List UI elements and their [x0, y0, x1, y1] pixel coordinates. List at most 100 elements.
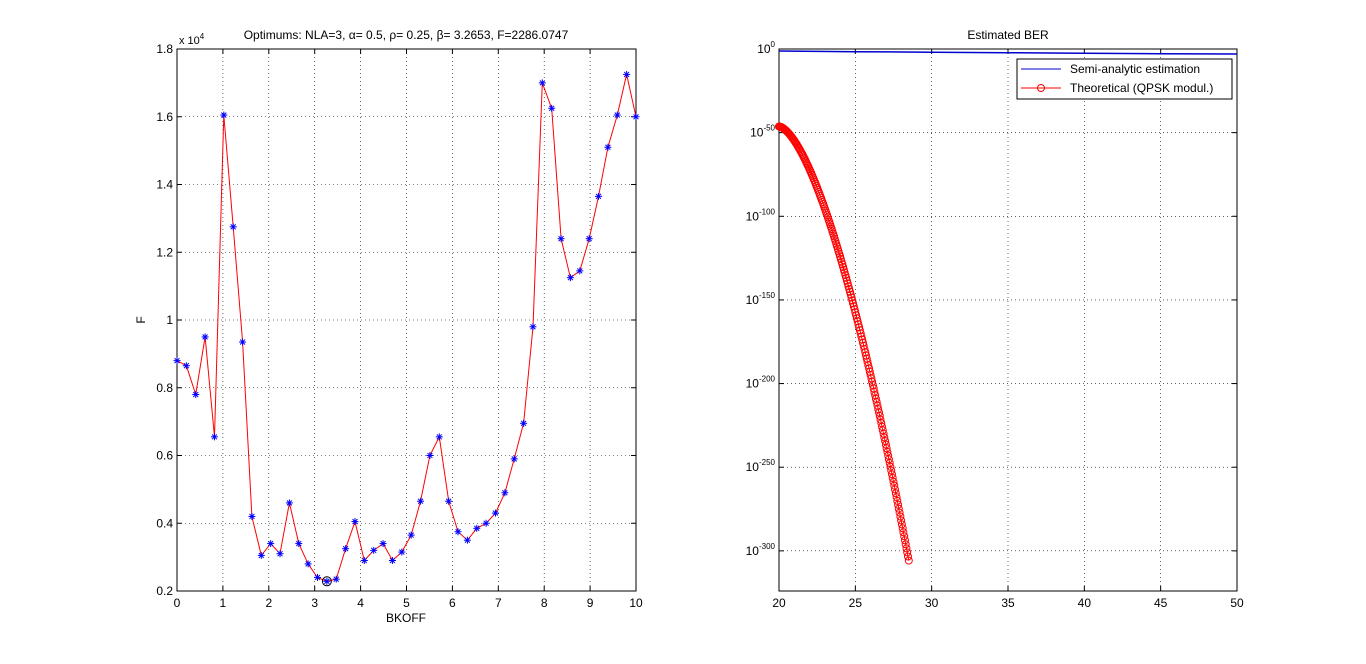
left-x-tick-label: 1	[220, 596, 227, 610]
theoretical-point	[893, 496, 902, 505]
star-marker-stroke	[408, 532, 414, 538]
right-x-tick-label: 20	[772, 596, 786, 610]
star-marker-stroke	[445, 498, 452, 505]
theoretical-point	[902, 544, 911, 553]
theoretical-point	[886, 462, 895, 471]
star-marker-stroke	[548, 105, 555, 112]
left-y-tick-label: 0.4	[156, 516, 173, 530]
left-data-point	[379, 540, 387, 548]
theoretical-point	[855, 323, 864, 332]
left-data-point	[248, 512, 256, 520]
right-x-tick-label: 50	[1230, 596, 1244, 610]
tick-exponent: 0	[771, 40, 776, 49]
star-marker-stroke	[511, 456, 518, 462]
left-data-point	[332, 575, 340, 583]
left-chart-title: Optimums: NLA=3, α= 0.5, ρ= 0.25, β= 3.2…	[244, 28, 569, 42]
left-y-exponent-power: 4	[200, 32, 205, 41]
left-data-point	[454, 528, 462, 536]
legend-marker-theoretical	[1037, 84, 1045, 92]
star-marker-stroke	[352, 518, 358, 525]
left-y-tick-label: 1.8	[156, 42, 173, 56]
theoretical-point	[881, 440, 890, 449]
left-y-tick-label: 1.2	[156, 245, 173, 259]
star-marker-stroke	[502, 489, 508, 496]
left-data-point	[538, 79, 546, 87]
tick-base: 10	[746, 293, 760, 307]
theoretical-point	[894, 500, 903, 509]
tick-exponent: -300	[759, 542, 776, 551]
star-marker-stroke	[221, 112, 227, 118]
left-data-point	[576, 267, 584, 275]
left-data-point	[595, 192, 603, 200]
star-marker-stroke	[539, 80, 546, 86]
left-data-point	[314, 573, 322, 581]
left-data-point	[351, 518, 359, 526]
theoretical-point	[849, 299, 857, 308]
star-marker-stroke	[286, 500, 293, 506]
star-marker-stroke	[239, 339, 246, 345]
star-marker-stroke	[530, 323, 536, 330]
left-data-point	[482, 519, 490, 527]
left-data-point	[473, 524, 481, 532]
right-x-tick-label: 40	[1078, 596, 1092, 610]
star-marker-stroke	[380, 540, 386, 547]
left-data-point	[360, 557, 368, 565]
left-y-tick-label: 0.2	[156, 584, 173, 598]
left-data-point	[173, 357, 181, 365]
theoretical-point	[887, 466, 896, 475]
theoretical-point	[852, 311, 861, 320]
right-series	[775, 50, 1238, 565]
theoretical-point	[891, 485, 899, 494]
left-data-point	[398, 548, 406, 556]
star-marker-stroke	[342, 545, 349, 552]
left-data-point	[342, 545, 350, 553]
star-marker-stroke	[567, 274, 574, 281]
star-marker-stroke	[370, 547, 377, 554]
left-x-tick-label: 3	[311, 596, 318, 610]
star-marker-stroke	[605, 144, 611, 151]
star-marker-stroke	[361, 557, 368, 564]
left-data-point	[417, 497, 425, 505]
theoretical-point	[888, 470, 896, 479]
theoretical-point	[884, 455, 893, 464]
left-ticks: 0 1 2 3 4 5 6 7 8 9 10 0.2 0.4 0.6 0.8 1 1.2 1.4 1.6 1.8	[156, 42, 643, 610]
ber-chart: 20 25 30 35 40 45 5010010-5010-10010-15010-200…	[746, 28, 1244, 610]
left-data-point	[585, 235, 593, 243]
theoretical-point	[890, 481, 899, 490]
star-marker-stroke	[192, 391, 199, 398]
tick-exponent: -250	[759, 458, 776, 467]
bkoff-chart: 0 1 2 3 4 5 6 7 8 9 10 0.2 0.4 0.6 0.8 1 1.2 1.4 1.6 1.8 Op…	[134, 28, 643, 625]
legend-label-semi-analytic: Semi-analytic estimation	[1070, 62, 1200, 76]
theoretical-point	[904, 556, 913, 565]
tick-exponent: -100	[759, 207, 776, 216]
left-data-point	[566, 274, 574, 282]
right-x-tick-label: 25	[849, 596, 863, 610]
star-marker-stroke	[389, 557, 396, 564]
left-data-point	[435, 433, 443, 441]
theoretical-point	[901, 536, 909, 545]
star-marker-stroke	[267, 540, 274, 547]
left-data-point	[510, 455, 518, 463]
left-y-tick-label: 0.8	[156, 381, 173, 395]
right-x-tick-label: 30	[925, 596, 939, 610]
theoretical-point	[901, 540, 910, 549]
left-data-point	[501, 489, 509, 497]
left-x-tick-label: 6	[449, 596, 456, 610]
left-data-point	[201, 333, 209, 341]
star-marker-stroke	[305, 561, 311, 567]
left-y-tick-label: 1	[166, 313, 173, 327]
theoretical-point	[888, 474, 897, 482]
theoretical-point	[884, 451, 893, 460]
tick-base: 10	[746, 377, 760, 391]
theoretical-point	[848, 296, 857, 305]
right-y-tick-label: 10-200	[746, 375, 776, 391]
left-y-axis-label: F	[134, 316, 148, 323]
star-marker-stroke	[333, 576, 340, 582]
right-ticks: 20 25 30 35 40 45 5010010-5010-10010-15010-200…	[746, 40, 1244, 610]
theoretical-point	[903, 548, 912, 557]
star-marker-stroke	[614, 112, 621, 118]
right-y-tick-label: 10-50	[750, 124, 775, 140]
theoretical-point	[881, 437, 890, 445]
left-data-point	[323, 577, 331, 585]
